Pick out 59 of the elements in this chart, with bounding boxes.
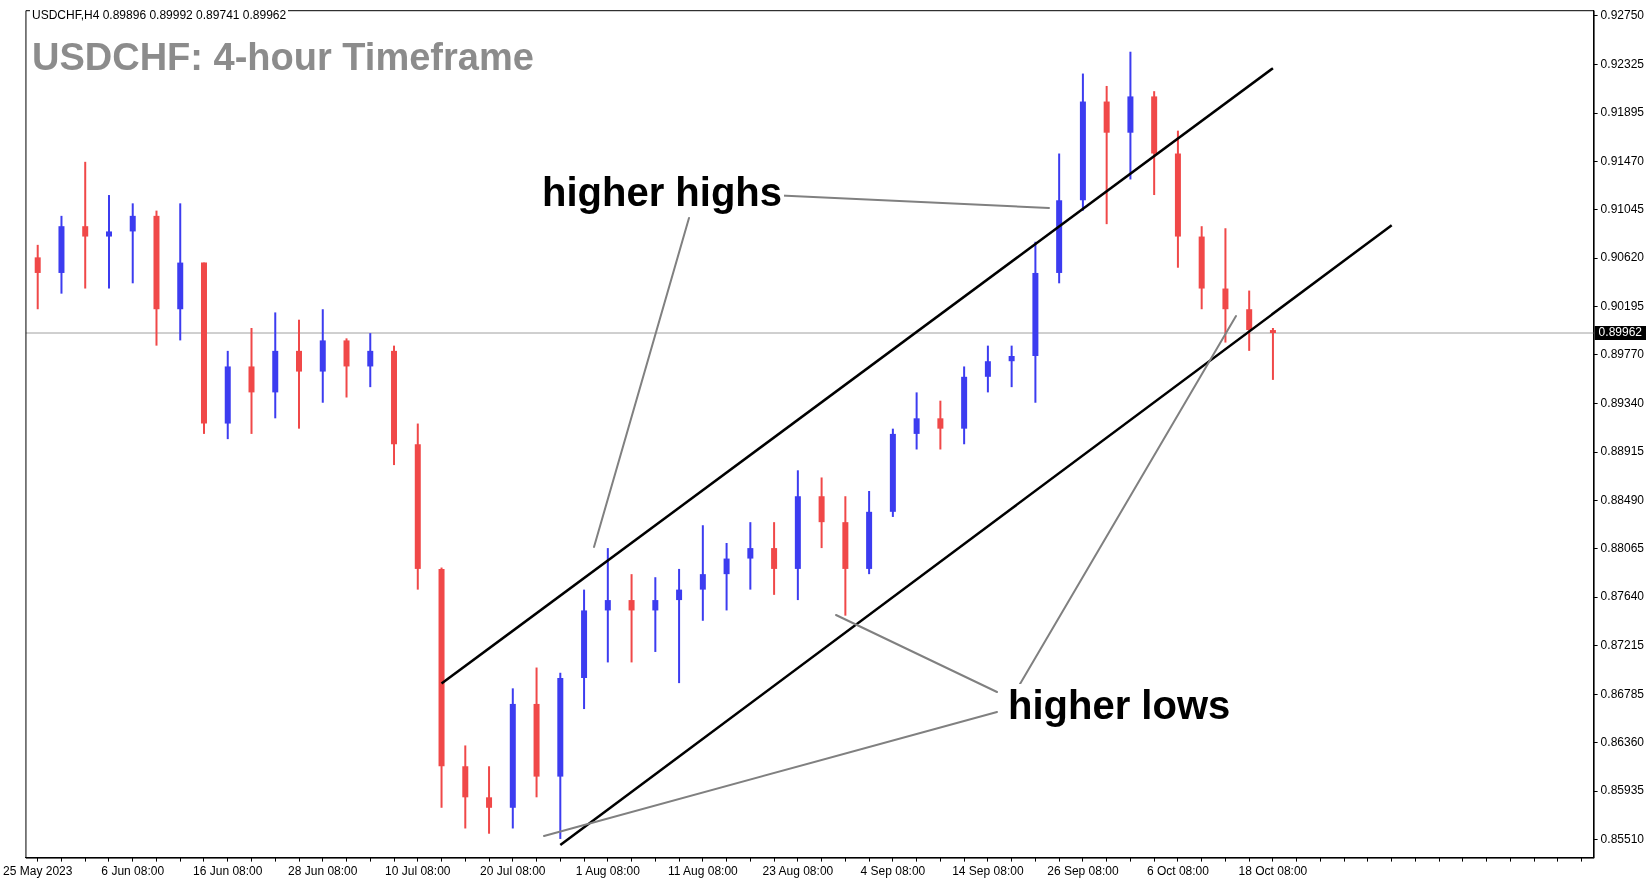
x-tick-label: 14 Sep 08:00 xyxy=(952,864,1024,879)
annotation: higher highs xyxy=(540,170,784,214)
candlestick xyxy=(676,567,683,685)
candlestick xyxy=(747,521,754,591)
candlestick xyxy=(82,160,89,290)
candlestick xyxy=(771,521,778,596)
y-tick-label: 0.89770 xyxy=(1600,347,1645,362)
x-tick-label: 20 Jul 08:00 xyxy=(480,864,546,879)
y-tick-label: 0.85510 xyxy=(1600,831,1645,846)
x-tick-label: 1 Aug 08:00 xyxy=(575,864,641,879)
y-tick-label: 0.86360 xyxy=(1600,735,1645,750)
candlestick xyxy=(367,332,374,389)
y-tick-label: 0.90620 xyxy=(1600,250,1645,265)
candlestick xyxy=(652,576,659,653)
candlestick xyxy=(937,399,944,451)
candlestick xyxy=(913,391,920,451)
x-tick-label: 4 Sep 08:00 xyxy=(860,864,926,879)
candlestick xyxy=(129,202,136,285)
y-tick-label: 0.92750 xyxy=(1600,8,1645,23)
y-tick-label: 0.88490 xyxy=(1600,492,1645,507)
y-tick-label: 0.86785 xyxy=(1600,686,1645,701)
candlestick xyxy=(604,547,611,664)
x-tick-label: 11 Aug 08:00 xyxy=(667,864,739,879)
x-tick-label: 25 May 2023 xyxy=(3,864,73,879)
candlestick xyxy=(1008,344,1015,389)
y-tick-label: 0.88915 xyxy=(1600,444,1645,459)
candlestick xyxy=(628,573,635,664)
x-tick-label: 6 Jun 08:00 xyxy=(101,864,165,879)
candlestick xyxy=(105,194,112,290)
candlestick xyxy=(1269,327,1276,381)
y-tick-label: 0.91470 xyxy=(1600,153,1645,168)
x-tick-label: 26 Sep 08:00 xyxy=(1047,864,1119,879)
y-tick-label: 0.91895 xyxy=(1600,105,1645,120)
y-tick-label: 0.87215 xyxy=(1600,637,1645,652)
candlestick xyxy=(723,541,730,612)
candlestick xyxy=(699,524,706,622)
text: USDCHF: 4-hour Timeframe xyxy=(32,36,534,78)
y-tick-label: 0.91045 xyxy=(1600,202,1645,217)
candlestick xyxy=(984,344,991,394)
y-tick-label: 0.92325 xyxy=(1600,56,1645,71)
x-tick-label: 28 Jun 08:00 xyxy=(288,864,358,879)
candlestick xyxy=(486,765,493,835)
x-tick-label: 6 Oct 08:00 xyxy=(1146,864,1210,879)
annotation: higher lows xyxy=(1006,683,1233,727)
candlestick xyxy=(296,318,303,430)
candlestick xyxy=(34,243,41,311)
candlestick xyxy=(1246,289,1253,352)
x-tick-label: 18 Oct 08:00 xyxy=(1238,864,1308,879)
y-tick-label: 0.85935 xyxy=(1600,783,1645,798)
candlestick xyxy=(1222,227,1229,344)
x-tick-label: 10 Jul 08:00 xyxy=(385,864,451,879)
y-tick-label: 0.89340 xyxy=(1600,396,1645,411)
annotation: USDCHF,H4 0.89896 0.89992 0.89741 0.89962 xyxy=(30,8,289,22)
x-tick-label: 16 Jun 08:00 xyxy=(193,864,263,879)
ref-line-label: 0.89962 xyxy=(1598,325,1643,340)
x-tick-label: 23 Aug 08:00 xyxy=(762,864,834,879)
y-tick-label: 0.90195 xyxy=(1600,298,1645,313)
y-tick-label: 0.87640 xyxy=(1600,589,1645,604)
y-tick-label: 0.88065 xyxy=(1600,541,1645,556)
